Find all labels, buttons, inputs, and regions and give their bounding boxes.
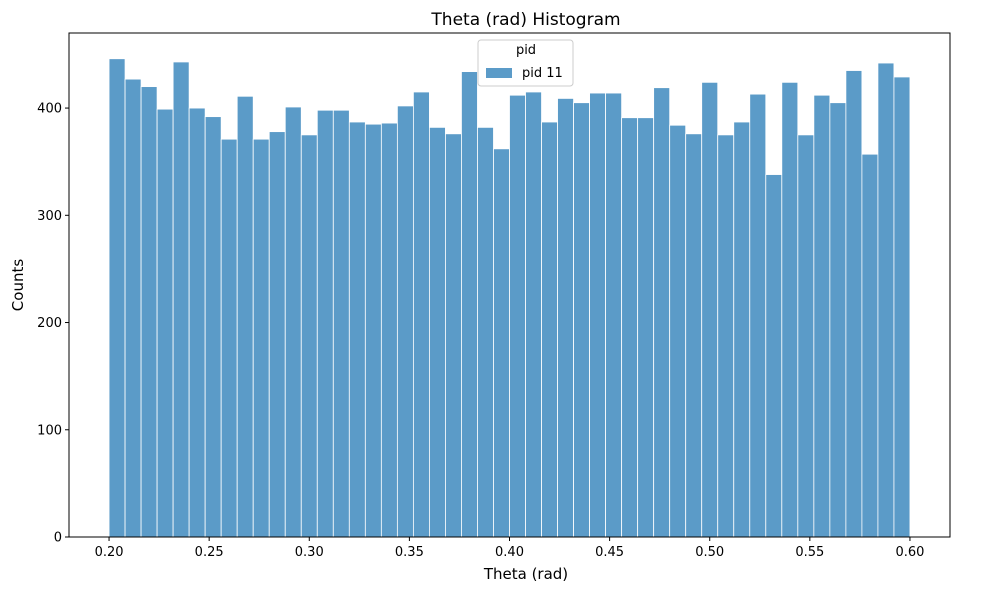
x-tick-label: 0.35 bbox=[395, 545, 424, 560]
histogram-bar bbox=[829, 102, 847, 538]
histogram-bar bbox=[509, 94, 526, 538]
legend-title: pid bbox=[516, 43, 536, 58]
histogram-bar bbox=[733, 121, 751, 538]
x-tick-label: 0.30 bbox=[295, 545, 324, 560]
bars-group bbox=[108, 58, 911, 538]
histogram-bar bbox=[861, 153, 879, 538]
legend-swatch bbox=[486, 68, 512, 78]
histogram-bar bbox=[877, 62, 895, 538]
chart-title: Theta (rad) Histogram bbox=[430, 10, 620, 30]
x-tick-label: 0.20 bbox=[95, 545, 124, 560]
histogram-bar bbox=[525, 91, 542, 538]
histogram-bar bbox=[156, 108, 174, 538]
histogram-bar bbox=[573, 102, 590, 538]
histogram-bar bbox=[108, 58, 126, 538]
y-axis-ticks: 0 100 200 300 400 bbox=[37, 102, 69, 546]
histogram-bar bbox=[236, 95, 254, 538]
histogram-bar bbox=[380, 122, 398, 538]
y-tick-label: 300 bbox=[37, 209, 62, 224]
histogram-bar bbox=[220, 138, 238, 538]
y-tick-label: 0 bbox=[54, 531, 62, 546]
histogram-bar bbox=[637, 117, 655, 538]
histogram-bar bbox=[332, 109, 350, 538]
x-tick-label: 0.45 bbox=[595, 545, 624, 560]
histogram-bar bbox=[429, 126, 446, 538]
x-axis-title: Theta (rad) bbox=[483, 565, 568, 583]
x-tick-label: 0.25 bbox=[195, 545, 224, 560]
histogram-bar bbox=[364, 123, 382, 538]
histogram-bar bbox=[717, 134, 735, 538]
histogram-bar bbox=[461, 71, 478, 538]
histogram-bar bbox=[396, 105, 414, 538]
histogram-bar bbox=[797, 134, 815, 538]
histogram-bar bbox=[204, 116, 222, 538]
x-tick-label: 0.40 bbox=[495, 545, 524, 560]
x-tick-label: 0.55 bbox=[795, 545, 824, 560]
y-tick-label: 100 bbox=[37, 423, 62, 438]
histogram-bar bbox=[445, 133, 462, 538]
histogram-bar bbox=[893, 76, 911, 538]
histogram-bar bbox=[653, 87, 671, 538]
histogram-bar bbox=[348, 121, 366, 538]
histogram-bar bbox=[252, 138, 270, 538]
histogram-bar bbox=[749, 93, 767, 538]
histogram-bar bbox=[300, 134, 318, 538]
histogram-bar bbox=[605, 92, 623, 538]
histogram-bar bbox=[685, 133, 703, 538]
histogram-bar bbox=[557, 98, 574, 538]
histogram-bar bbox=[541, 121, 558, 538]
histogram-bar bbox=[845, 70, 863, 538]
histogram-bar bbox=[268, 131, 286, 538]
y-tick-label: 200 bbox=[37, 316, 62, 331]
x-tick-label: 0.50 bbox=[695, 545, 724, 560]
legend-entry-label: pid 11 bbox=[522, 66, 563, 81]
histogram-bar bbox=[477, 126, 494, 538]
histogram-bar bbox=[284, 106, 302, 538]
histogram-bar bbox=[621, 117, 639, 538]
histogram-bar bbox=[589, 92, 607, 538]
histogram-bar bbox=[493, 148, 510, 538]
x-tick-label: 0.60 bbox=[895, 545, 924, 560]
histogram-bar bbox=[172, 61, 190, 538]
histogram-bar bbox=[124, 78, 142, 538]
histogram-bar bbox=[813, 94, 831, 538]
histogram-bar bbox=[765, 174, 783, 538]
histogram-bar bbox=[701, 81, 719, 538]
histogram-bar bbox=[669, 124, 687, 538]
histogram-bar bbox=[412, 91, 430, 538]
histogram-bar bbox=[781, 81, 799, 538]
y-tick-label: 400 bbox=[37, 102, 62, 117]
x-axis-ticks: 0.20 0.25 0.30 0.35 0.40 0.45 0.50 0.55 0.60 bbox=[95, 537, 924, 560]
histogram-bar bbox=[140, 86, 158, 538]
histogram-bar bbox=[316, 109, 334, 538]
y-axis-title: Counts bbox=[9, 259, 27, 312]
histogram-bar bbox=[188, 107, 206, 538]
legend: pid pid 11 bbox=[477, 39, 574, 87]
